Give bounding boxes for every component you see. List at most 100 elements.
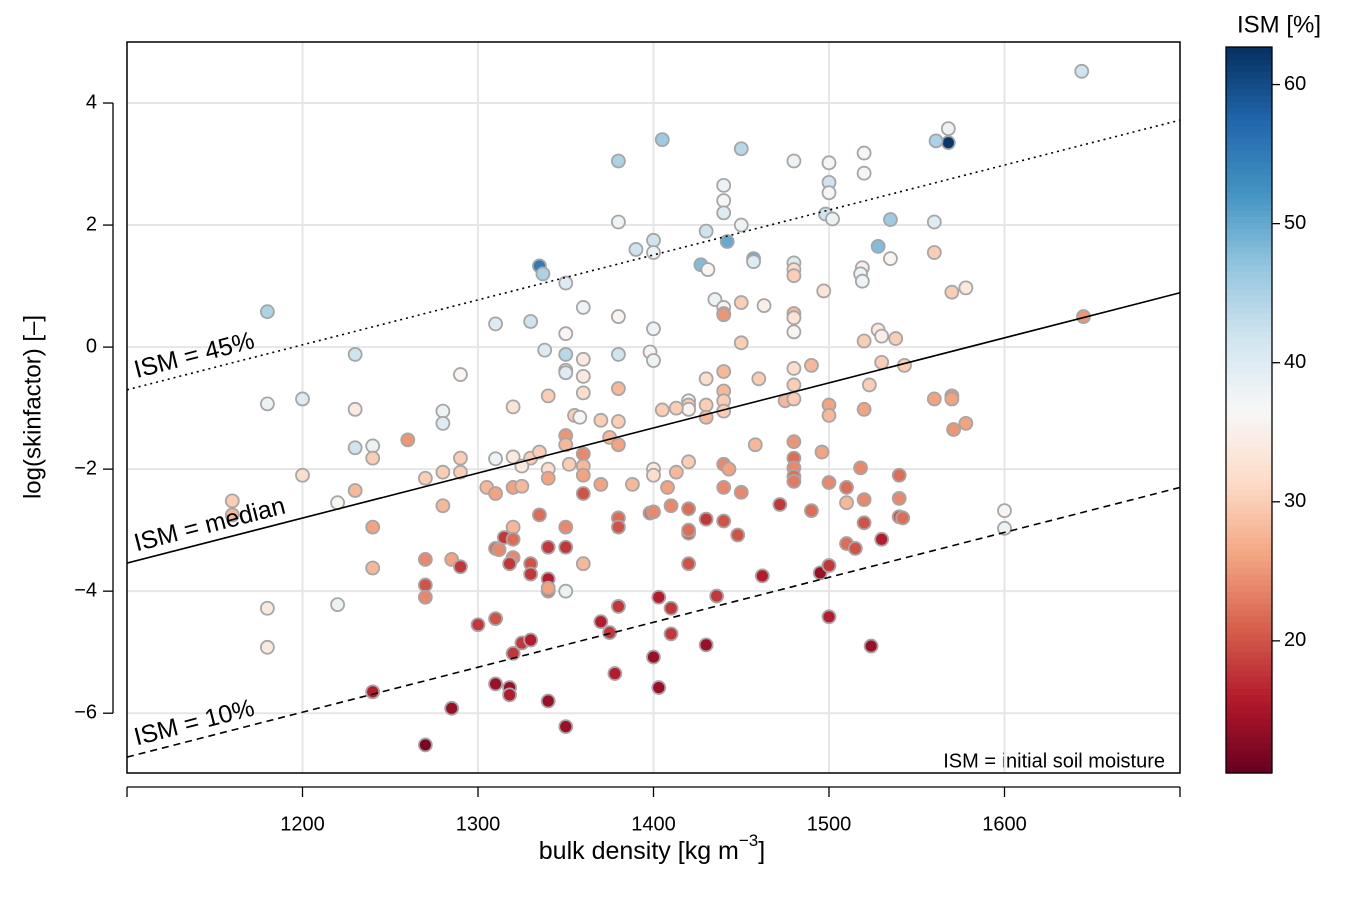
point [417, 552, 433, 567]
colorbar-swatch [1226, 482, 1272, 490]
point [537, 342, 553, 358]
colorbar-swatch [1226, 658, 1272, 665]
colorbar-swatch [1226, 270, 1272, 278]
point [814, 444, 830, 460]
point [926, 245, 942, 260]
colorbar-frame [1225, 46, 1273, 774]
colorbar-swatch [1226, 361, 1272, 369]
colorbar-swatch [1226, 155, 1272, 163]
colorbar-swatch [1226, 688, 1272, 695]
point [347, 440, 363, 456]
colorbar-swatch [1226, 676, 1272, 683]
x-axis-label-sup: −3 [739, 831, 758, 850]
colorbar-swatch [1226, 192, 1272, 199]
y-tick-label: −4 [74, 579, 97, 601]
point [514, 478, 530, 494]
point [523, 566, 539, 582]
colorbar-swatch [1226, 724, 1272, 732]
point [746, 254, 761, 270]
point [654, 402, 670, 418]
point [417, 577, 433, 593]
colorbar-swatch [1226, 198, 1272, 205]
point [365, 450, 381, 466]
line-label: ISM = 10% [131, 694, 257, 752]
colorbar-swatch [1226, 639, 1272, 647]
point [558, 719, 574, 735]
colorbar-swatch [1226, 161, 1272, 169]
colorbar-swatch [1226, 65, 1272, 72]
point [786, 310, 802, 326]
point [558, 365, 574, 381]
colorbar-swatch [1226, 349, 1272, 357]
point [453, 559, 468, 575]
point [856, 333, 872, 349]
point [453, 367, 468, 382]
point [856, 401, 872, 417]
colorbar-swatch [1226, 186, 1272, 193]
colorbar-swatch [1226, 694, 1272, 701]
colorbar-swatch [1226, 627, 1272, 635]
point [540, 539, 556, 555]
point [365, 684, 381, 700]
point [572, 409, 588, 425]
point [646, 232, 661, 248]
point [575, 467, 591, 483]
point [853, 460, 868, 476]
point [786, 434, 802, 450]
colorbar-swatch [1226, 240, 1272, 248]
colorbar-swatch [1226, 494, 1272, 502]
colorbar-swatch [1226, 107, 1272, 115]
point [532, 444, 547, 460]
point [926, 214, 942, 230]
colorbar-swatch [1226, 313, 1272, 320]
point [839, 495, 854, 511]
colorbar-swatch [1226, 706, 1272, 714]
point [870, 239, 886, 254]
point [660, 480, 675, 495]
point [928, 133, 944, 149]
point [888, 331, 904, 346]
point [997, 520, 1012, 536]
x-axis-label: bulk density [kg m−3] [539, 831, 765, 864]
point [488, 451, 503, 467]
point [821, 155, 837, 171]
point [716, 364, 732, 379]
point [747, 437, 763, 453]
point [698, 511, 714, 527]
point [651, 589, 667, 605]
point [733, 141, 749, 157]
colorbar-swatch [1226, 700, 1272, 708]
point [668, 464, 684, 480]
point [874, 531, 890, 547]
point [558, 326, 574, 342]
x-tick-label: 1200 [280, 813, 325, 835]
colorbar-swatch [1226, 464, 1272, 472]
point [856, 515, 872, 531]
point [681, 501, 696, 517]
x-tick-label: 1300 [456, 813, 501, 835]
point [558, 347, 574, 362]
colorbar-swatch [1226, 385, 1272, 393]
colorbar-swatch [1226, 252, 1272, 260]
point [958, 280, 974, 296]
colorbar-swatch [1226, 609, 1272, 617]
point [575, 368, 591, 384]
colorbar-tick-label: 60 [1284, 73, 1306, 95]
point [365, 519, 381, 535]
colorbar-swatch [1226, 742, 1272, 750]
point [874, 354, 890, 370]
point [523, 314, 539, 329]
colorbar-swatch [1226, 168, 1272, 175]
y-tick-label: −2 [74, 457, 97, 479]
colorbar-swatch [1226, 403, 1272, 411]
colorbar-swatch [1226, 71, 1272, 78]
point [523, 632, 539, 648]
colorbar-swatch [1226, 180, 1272, 187]
point [786, 324, 802, 340]
colorbar-swatch [1226, 730, 1272, 738]
point [611, 519, 626, 535]
colorbar-swatch [1226, 410, 1272, 417]
point [804, 357, 819, 373]
point [259, 600, 275, 616]
